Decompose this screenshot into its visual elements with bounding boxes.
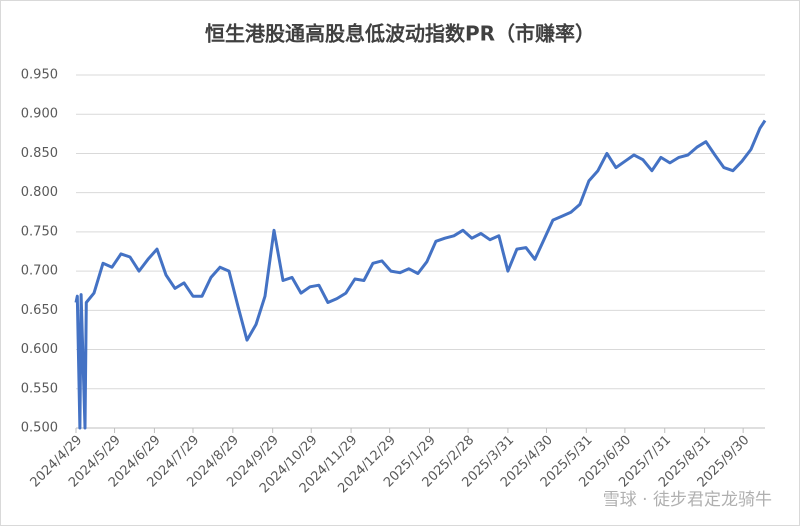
y-tick-label: 0.950 <box>21 68 58 83</box>
y-tick-label: 0.850 <box>21 146 58 161</box>
y-tick-label: 0.700 <box>21 264 58 279</box>
y-tick-label: 0.800 <box>21 185 58 200</box>
data-line <box>74 119 767 430</box>
watermark: 雪球 · 徒步君定龙骑牛 <box>603 490 772 510</box>
y-tick-label: 0.650 <box>21 303 58 318</box>
y-tick-label: 0.750 <box>21 224 58 239</box>
y-tick-label: 0.900 <box>21 107 58 122</box>
y-tick-label: 0.500 <box>21 421 58 436</box>
y-tick-label: 0.550 <box>21 381 58 396</box>
chart-title: 恒生港股通高股息低波动指数PR（市赚率） <box>205 22 595 46</box>
y-tick-label: 0.600 <box>21 342 58 357</box>
